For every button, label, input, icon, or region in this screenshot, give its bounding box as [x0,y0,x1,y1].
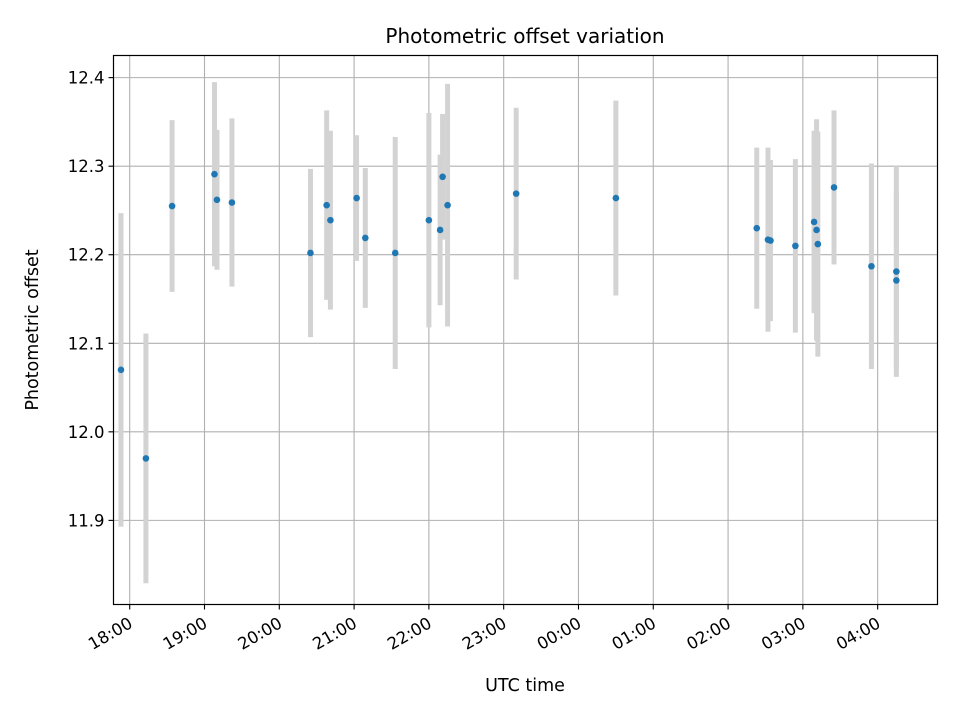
data-point [228,199,236,206]
grid [113,55,938,605]
y-tick-label: 12.2 [68,246,105,265]
data-point [893,268,900,275]
data-point [168,202,176,210]
data-point [612,194,620,202]
x-axis-label: UTC time [485,676,565,696]
data-point [425,216,433,224]
data-point [893,277,900,284]
data-point [213,196,221,204]
data-point [142,455,150,462]
y-tick-label: 11.9 [68,511,105,530]
data-point [753,224,761,232]
data-point [813,226,820,234]
data-point [327,216,334,224]
data-point [767,237,774,244]
data-point [436,226,444,234]
y-tick-label: 12.0 [68,423,105,442]
data-point [444,201,451,209]
data-point [323,201,330,209]
data-point [439,173,446,181]
chart-title: Photometric offset variation [385,24,664,48]
data-point [307,249,314,257]
data-point [117,366,125,374]
data-point [512,190,520,197]
y-axis-label: Photometric offset [23,249,43,410]
y-tick-label: 12.4 [68,69,105,88]
y-tick-label: 12.3 [68,157,105,176]
data-point [211,170,218,178]
data-point [792,242,799,250]
data-point [362,234,369,242]
y-tick-label: 12.1 [68,334,105,353]
data-point [810,218,818,226]
data-point [391,249,399,257]
data-point [830,184,838,191]
data-point [814,240,822,248]
data-points [117,170,900,462]
data-point [353,194,360,202]
plot-frame [112,54,939,606]
data-point [868,262,875,270]
